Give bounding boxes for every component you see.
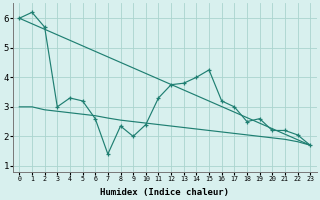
X-axis label: Humidex (Indice chaleur): Humidex (Indice chaleur) bbox=[100, 188, 229, 197]
